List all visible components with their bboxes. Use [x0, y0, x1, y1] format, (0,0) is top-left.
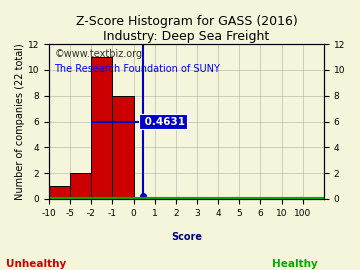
Text: 0.4631: 0.4631 — [141, 117, 185, 127]
Bar — [112, 96, 134, 199]
X-axis label: Score: Score — [171, 231, 202, 241]
Bar — [70, 173, 91, 199]
Title: Z-Score Histogram for GASS (2016)
Industry: Deep Sea Freight: Z-Score Histogram for GASS (2016) Indust… — [76, 15, 297, 43]
Text: ©www.textbiz.org: ©www.textbiz.org — [54, 49, 143, 59]
Y-axis label: Number of companies (22 total): Number of companies (22 total) — [15, 43, 25, 200]
Text: Healthy: Healthy — [272, 259, 318, 269]
Text: The Research Foundation of SUNY: The Research Foundation of SUNY — [54, 64, 220, 74]
Bar — [91, 57, 112, 199]
Bar — [49, 186, 70, 199]
Text: Unhealthy: Unhealthy — [6, 259, 66, 269]
